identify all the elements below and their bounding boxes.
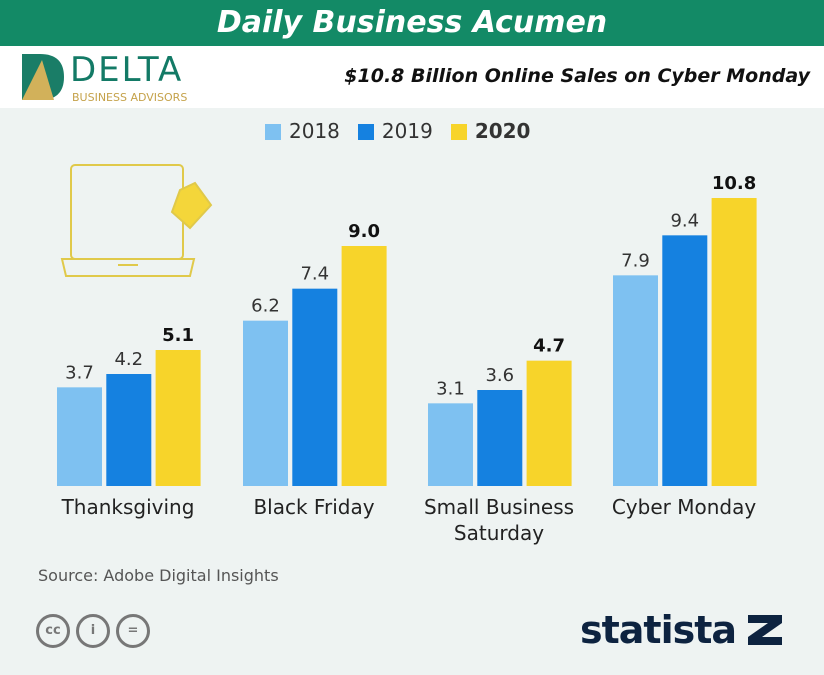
value-label: 9.0 — [348, 221, 380, 242]
bar-2020 — [526, 360, 572, 486]
statista-icon — [748, 615, 783, 645]
value-label: 6.2 — [251, 296, 280, 317]
legend: 2018 2019 2020 — [265, 119, 530, 143]
no-derivatives-icon: = — [116, 614, 150, 648]
legend-label: 2018 — [289, 119, 340, 143]
category-label: Thanksgiving — [61, 495, 195, 519]
value-label: 4.2 — [114, 349, 143, 370]
legend-swatch — [357, 124, 374, 140]
legend-item-2019: 2019 — [357, 119, 433, 143]
banner-title: Daily Business Acumen — [0, 0, 824, 46]
value-label: 5.1 — [162, 325, 194, 346]
category-label: Saturday — [454, 521, 544, 545]
delta-logo-icon — [22, 54, 64, 100]
legend-item-2018: 2018 — [265, 119, 340, 143]
statista-logo: statista — [580, 608, 783, 652]
legend-label: 2020 — [474, 119, 531, 143]
subtitle: $10.8 Billion Online Sales on Cyber Mond… — [344, 65, 810, 87]
category-label: Small Business — [424, 495, 574, 519]
value-label: 10.8 — [712, 173, 756, 194]
value-label: 7.9 — [621, 250, 650, 271]
delta-logo: DELTA BUSINESS ADVISORS — [20, 52, 240, 106]
value-label: 3.6 — [485, 365, 514, 386]
attribution-icon: i — [76, 614, 110, 648]
value-label: 3.7 — [65, 362, 94, 383]
bar-2019 — [292, 288, 338, 486]
value-label: 7.4 — [300, 264, 329, 285]
bar-2020 — [341, 246, 387, 486]
value-label: 4.7 — [533, 336, 565, 357]
value-label: 3.1 — [436, 378, 465, 399]
category-label: Black Friday — [253, 495, 374, 519]
legend-label: 2019 — [381, 119, 433, 143]
bar-2020 — [155, 350, 201, 486]
legend-swatch — [450, 124, 467, 140]
bar-2018 — [57, 387, 102, 486]
logo-subtitle: BUSINESS ADVISORS — [72, 91, 188, 104]
source-note: Source: Adobe Digital Insights — [38, 566, 279, 585]
legend-item-2020: 2020 — [450, 119, 531, 143]
bar-2019 — [477, 390, 523, 486]
bar-2019 — [106, 374, 152, 486]
cc-icon: cc — [36, 614, 70, 648]
value-label: 9.4 — [670, 210, 699, 231]
bar-2020 — [711, 198, 757, 486]
bar-2018 — [243, 320, 288, 486]
laptop-icon — [60, 164, 213, 277]
bar-2018 — [613, 275, 658, 486]
bar-2018 — [428, 403, 473, 486]
header: DELTA BUSINESS ADVISORS $10.8 Billion On… — [0, 46, 824, 108]
statista-wordmark: statista — [580, 608, 737, 652]
category-label: Cyber Monday — [612, 495, 757, 519]
legend-swatch — [265, 124, 281, 140]
license-icons: cc i = — [36, 614, 150, 648]
logo-word: DELTA — [70, 50, 184, 90]
bar-2019 — [662, 235, 708, 486]
